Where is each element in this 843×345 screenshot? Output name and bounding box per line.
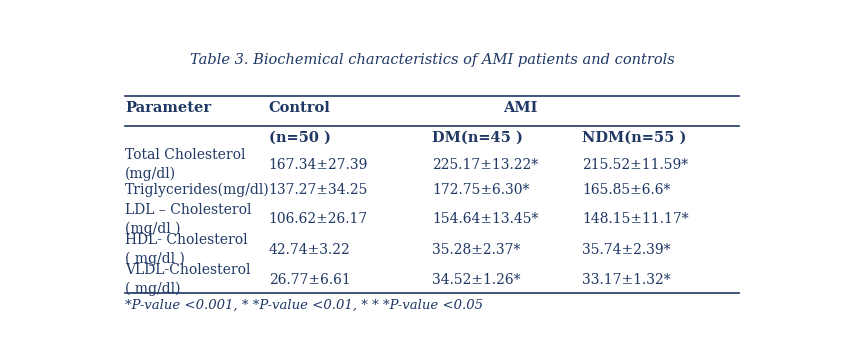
Text: 106.62±26.17: 106.62±26.17 [269,213,368,226]
Text: 34.52±1.26*: 34.52±1.26* [432,273,520,287]
Text: 215.52±11.59*: 215.52±11.59* [583,158,689,172]
Text: 26.77±6.61: 26.77±6.61 [269,273,351,287]
Text: (n=50 ): (n=50 ) [269,130,330,145]
Text: 154.64±13.45*: 154.64±13.45* [432,213,539,226]
Text: Parameter: Parameter [125,101,211,115]
Text: 172.75±6.30*: 172.75±6.30* [432,183,529,197]
Text: 165.85±6.6*: 165.85±6.6* [583,183,671,197]
Text: 167.34±27.39: 167.34±27.39 [269,158,368,172]
Text: 42.74±3.22: 42.74±3.22 [269,243,351,257]
Text: 33.17±1.32*: 33.17±1.32* [583,273,671,287]
Text: 148.15±11.17*: 148.15±11.17* [583,213,689,226]
Text: HDL- Cholesterol
( mg/dl ): HDL- Cholesterol ( mg/dl ) [125,234,248,266]
Text: 137.27±34.25: 137.27±34.25 [269,183,368,197]
Text: Table 3. Biochemical characteristics of AMI patients and controls: Table 3. Biochemical characteristics of … [190,53,674,67]
Text: VLDL-Cholesterol
( mg/dl): VLDL-Cholesterol ( mg/dl) [125,263,250,296]
Text: Triglycerides(mg/dl): Triglycerides(mg/dl) [125,183,270,197]
Text: 35.74±2.39*: 35.74±2.39* [583,243,671,257]
Text: NDM(n=55 ): NDM(n=55 ) [583,130,687,145]
Text: Control: Control [269,101,330,115]
Text: 225.17±13.22*: 225.17±13.22* [432,158,538,172]
Text: AMI: AMI [503,101,538,115]
Text: Total Cholesterol
(mg/dl): Total Cholesterol (mg/dl) [125,148,245,181]
Text: LDL – Cholesterol
(mg/dl ): LDL – Cholesterol (mg/dl ) [125,203,251,236]
Text: DM(n=45 ): DM(n=45 ) [432,130,523,145]
Text: 35.28±2.37*: 35.28±2.37* [432,243,520,257]
Text: *P-value <0.001, * *P-value <0.01, * * *P-value <0.05: *P-value <0.001, * *P-value <0.01, * * *… [125,299,483,312]
